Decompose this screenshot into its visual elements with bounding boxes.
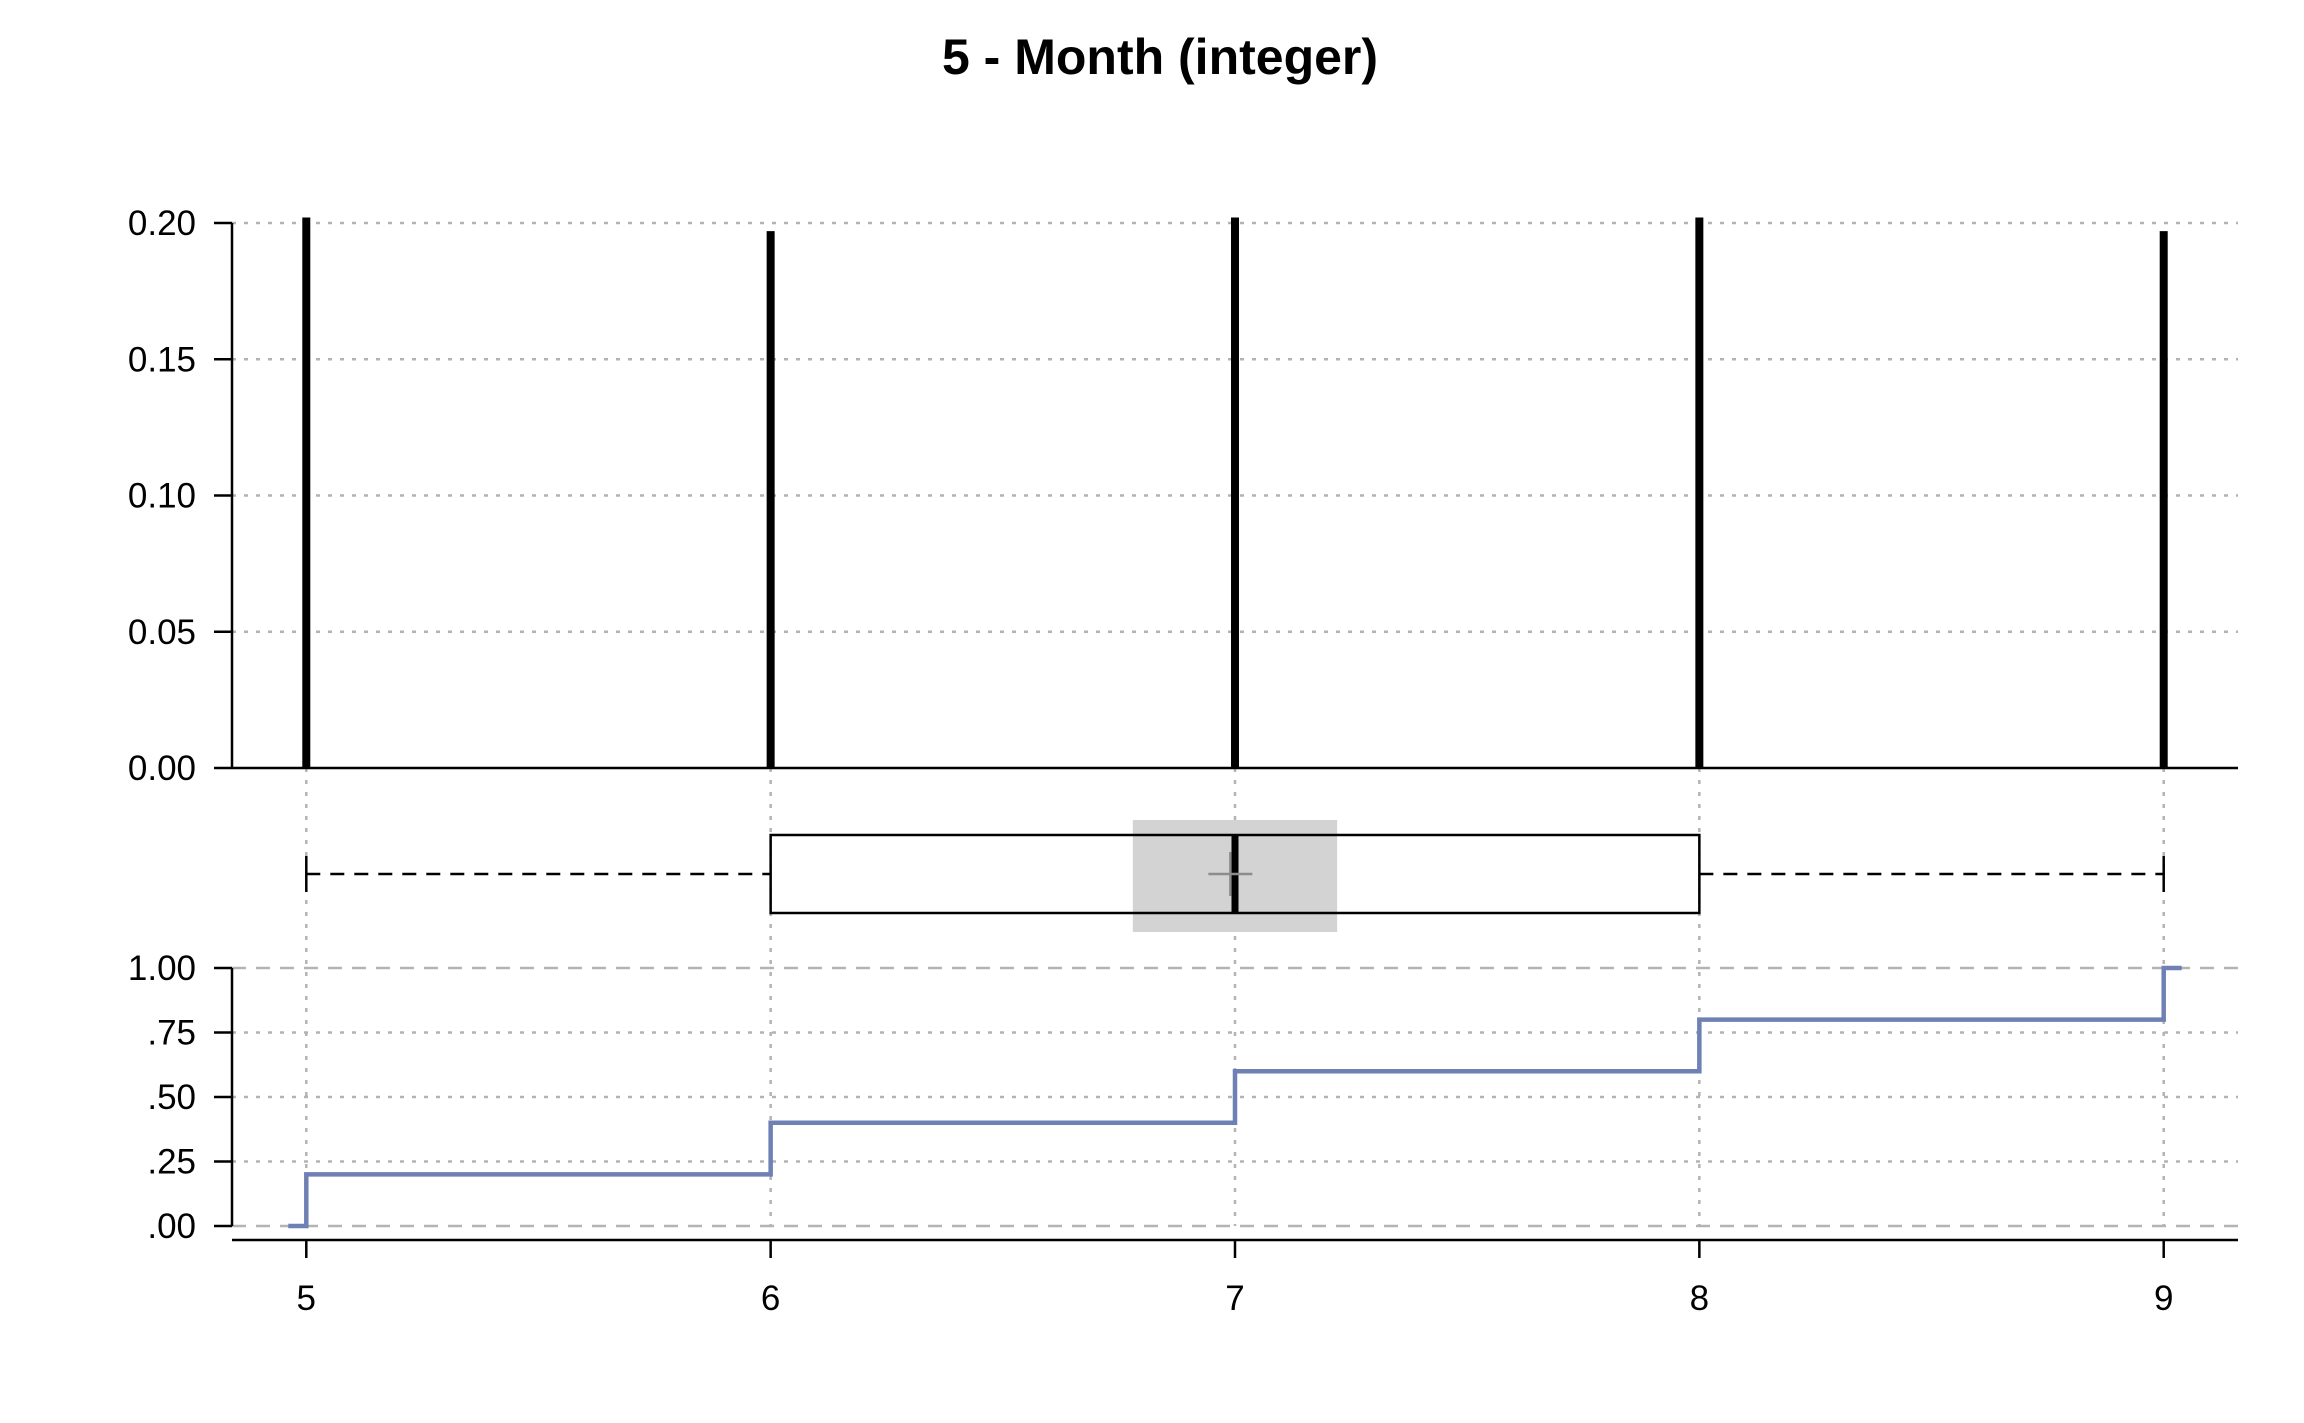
hist-y-tick-label: 0.15 — [128, 340, 196, 379]
ecdf-x-tick-label: 7 — [1225, 1279, 1244, 1318]
ecdf-x-tick-label: 5 — [297, 1279, 316, 1318]
ecdf-plot — [288, 965, 2182, 1229]
axes-layer: 0.00 0.05 0.10 0.15 0.20 .00 .25 .50 .75 1.00 5 6 7 8… — [128, 204, 2238, 1318]
ecdf-y-tick-label: 1.00 — [128, 949, 196, 988]
grid-layer — [232, 221, 2238, 1228]
hist-y-tick-label: 0.05 — [128, 613, 196, 652]
ecdf-y-tick-label: .75 — [147, 1014, 196, 1053]
boxplot — [305, 820, 2165, 932]
bars-layer — [302, 217, 2168, 768]
ecdf-step-line — [288, 965, 2182, 1229]
ecdf-y-tick-label: .00 — [147, 1207, 196, 1246]
ecdf-x-tick-label: 6 — [761, 1279, 780, 1318]
ecdf-y-tick-label: .50 — [147, 1078, 196, 1117]
hist-y-tick-label: 0.20 — [128, 204, 196, 243]
chart-title: 5 - Month (integer) — [942, 29, 1378, 85]
ecdf-x-tick-label: 8 — [1690, 1279, 1709, 1318]
hist-y-tick-label: 0.10 — [128, 477, 196, 516]
hist-y-tick-label: 0.00 — [128, 749, 196, 788]
ecdf-x-tick-label: 9 — [2154, 1279, 2173, 1318]
ecdf-y-tick-label: .25 — [147, 1143, 196, 1182]
